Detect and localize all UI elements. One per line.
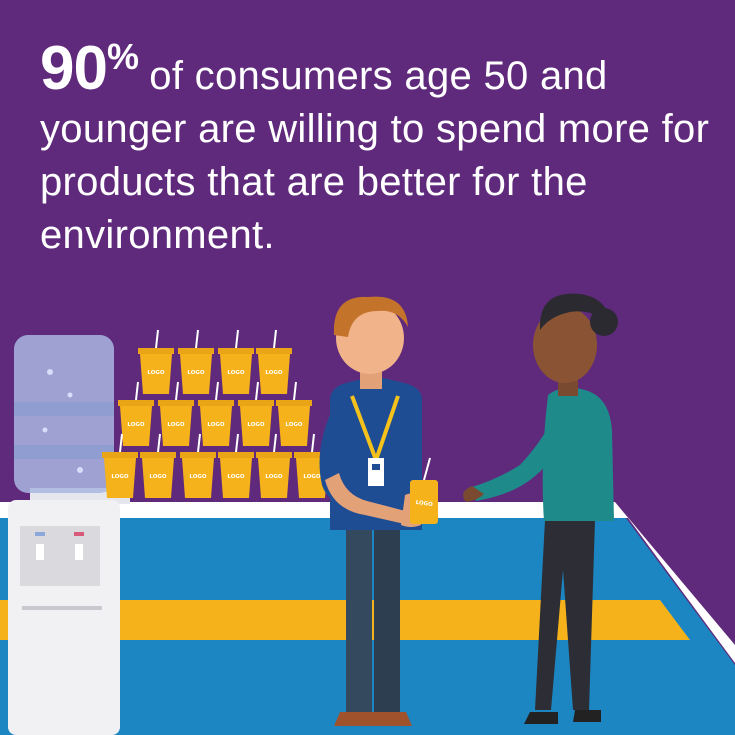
stat-value: 90 bbox=[40, 34, 108, 103]
stacked-cup: LOGO bbox=[140, 433, 176, 498]
cup-logo: LOGO bbox=[189, 474, 206, 480]
stacked-cup: LOGO bbox=[218, 329, 254, 394]
headline-text: of consumers age 50 and younger are will… bbox=[40, 54, 710, 257]
stacked-cup: LOGO bbox=[276, 381, 312, 446]
stacked-cup: LOGO bbox=[118, 381, 154, 446]
stacked-cup: LOGO bbox=[218, 433, 254, 498]
held-cup-logo: LOGO bbox=[415, 500, 433, 508]
stacked-cup: LOGO bbox=[256, 329, 292, 394]
headline: 90% of consumers age 50 and younger are w… bbox=[40, 30, 710, 262]
woman-figure bbox=[463, 293, 618, 724]
cup-logo: LOGO bbox=[247, 422, 264, 428]
cup-logo: LOGO bbox=[127, 422, 144, 428]
cup-stack: LOGO LOGO LOGO LOGO LOGO LOGO LOGO LOGO LOGO LOGO… bbox=[102, 329, 330, 498]
cup-logo: LOGO bbox=[147, 370, 164, 376]
man-figure: LOGO bbox=[319, 296, 438, 726]
cup-logo: LOGO bbox=[149, 474, 166, 480]
stacked-cup: LOGO bbox=[102, 433, 138, 498]
stacked-cup: LOGO bbox=[180, 433, 216, 498]
cup-logo: LOGO bbox=[227, 370, 244, 376]
stat-symbol: % bbox=[106, 36, 140, 77]
water-cooler bbox=[8, 335, 130, 735]
stacked-cup: LOGO bbox=[178, 329, 214, 394]
cup-logo: LOGO bbox=[285, 422, 302, 428]
cup-logo: LOGO bbox=[265, 370, 282, 376]
cup-logo: LOGO bbox=[303, 474, 320, 480]
cup-logo: LOGO bbox=[167, 422, 184, 428]
stacked-cup: LOGO bbox=[256, 433, 292, 498]
cup-logo: LOGO bbox=[187, 370, 204, 376]
cup-logo: LOGO bbox=[265, 474, 282, 480]
cup-logo: LOGO bbox=[111, 474, 128, 480]
cup-logo: LOGO bbox=[227, 474, 244, 480]
cup-logo: LOGO bbox=[207, 422, 224, 428]
stacked-cup: LOGO bbox=[238, 381, 274, 446]
stacked-cup: LOGO bbox=[198, 381, 234, 446]
stacked-cup: LOGO bbox=[158, 381, 194, 446]
stacked-cup: LOGO bbox=[138, 329, 174, 394]
